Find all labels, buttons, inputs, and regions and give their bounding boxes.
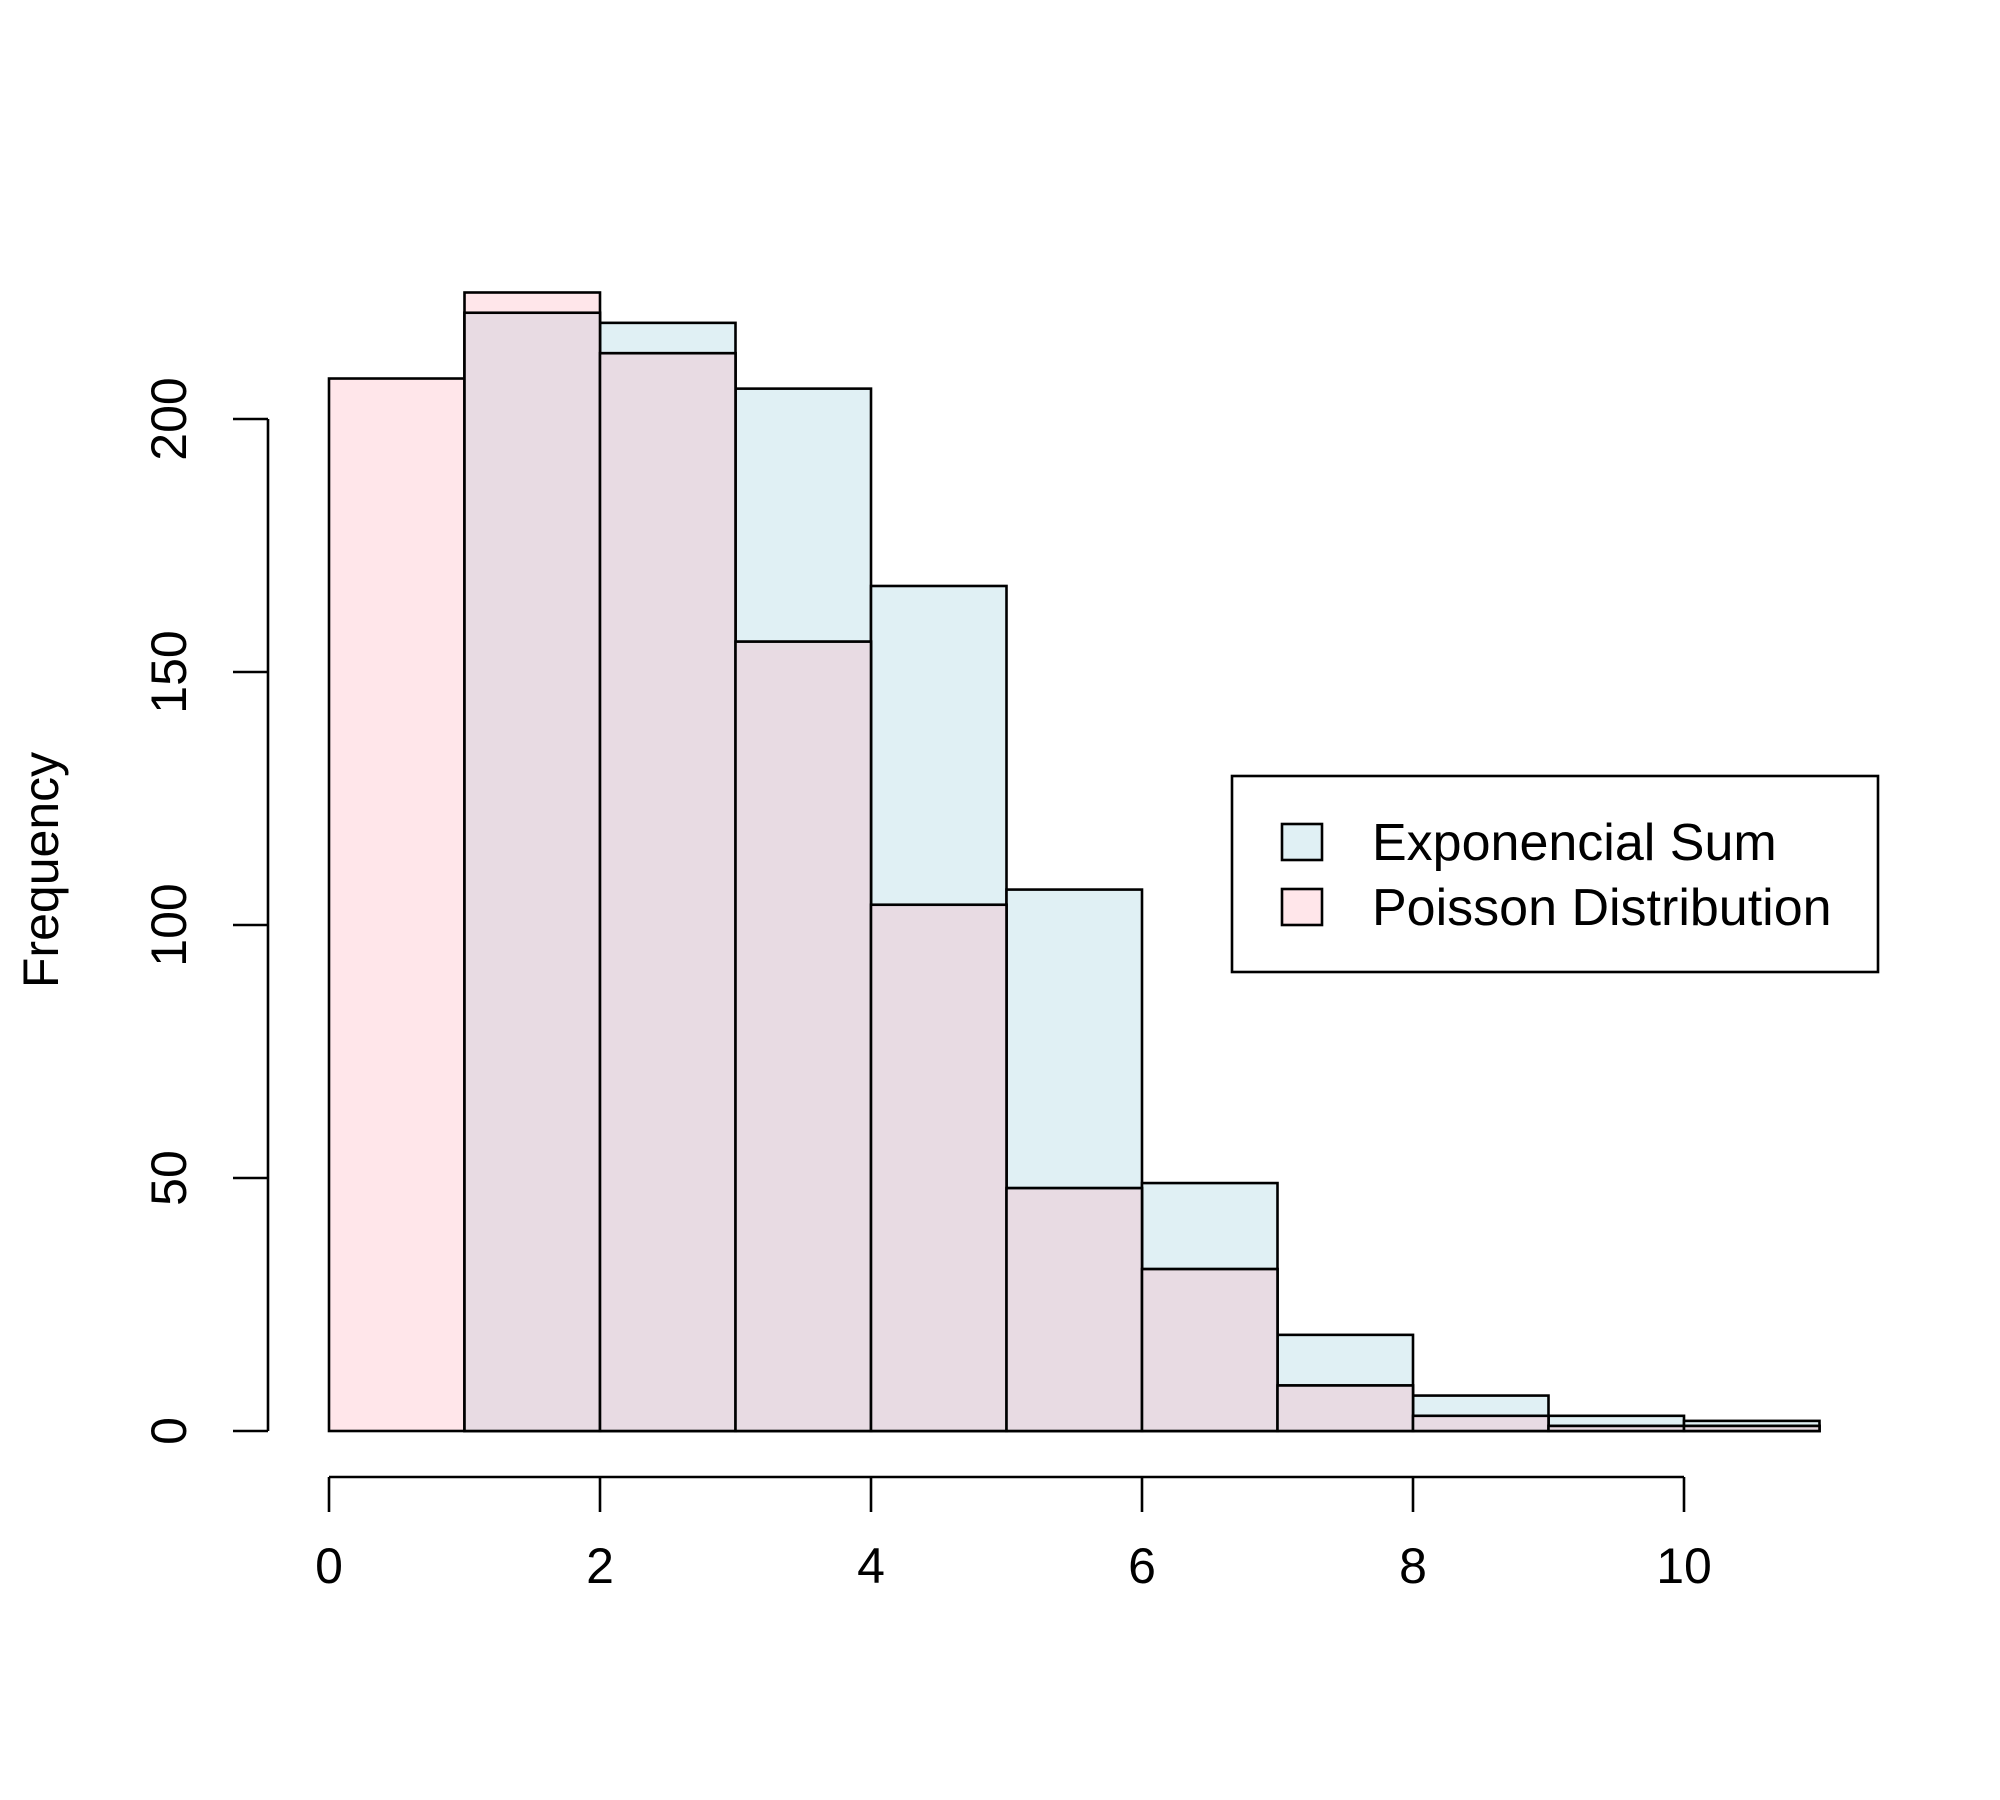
legend-box xyxy=(1230,774,1880,974)
legend: Exponencial Sum Poisson Distribution xyxy=(1230,774,1880,974)
legend-swatch-poisson-distribution xyxy=(1280,887,1324,927)
y-axis: 0 50 100 150 200 xyxy=(141,377,270,1445)
bar-overlap-10 xyxy=(1682,1424,1821,1433)
x-tick-label-10: 10 xyxy=(1656,1538,1712,1594)
bar-overlap-4 xyxy=(869,903,1008,1433)
y-tick-label-100: 100 xyxy=(141,883,197,966)
y-tick-label-0: 0 xyxy=(141,1417,197,1445)
bar-overlap-1 xyxy=(463,311,602,1433)
bar-overlap-2 xyxy=(598,351,737,1433)
bar-overlap-7 xyxy=(1276,1384,1415,1433)
bar-overlap-6 xyxy=(1140,1267,1279,1433)
y-tick-label-200: 200 xyxy=(141,377,197,460)
legend-label-poisson-distribution: Poisson Distribution xyxy=(1372,879,1832,937)
bar-overlap-5 xyxy=(1005,1186,1144,1433)
x-axis: 0 2 4 6 8 10 xyxy=(315,1475,1712,1594)
bar-overlap-8 xyxy=(1411,1414,1550,1433)
x-tick-label-0: 0 xyxy=(315,1538,343,1594)
y-tick-label-50: 50 xyxy=(141,1150,197,1206)
legend-swatch-exponencial-sum xyxy=(1280,822,1324,862)
bar-overlap-9 xyxy=(1547,1424,1686,1433)
y-tick-label-150: 150 xyxy=(141,630,197,713)
x-tick-label-2: 2 xyxy=(586,1538,614,1594)
legend-label-exponencial-sum: Exponencial Sum xyxy=(1372,814,1777,872)
x-tick-label-8: 8 xyxy=(1399,1538,1427,1594)
x-tick-label-6: 6 xyxy=(1128,1538,1156,1594)
y-axis-title: Frequency xyxy=(13,752,69,988)
x-tick-label-4: 4 xyxy=(857,1538,885,1594)
bar-pois-0 xyxy=(327,377,466,1433)
bars-layer xyxy=(327,291,1821,1433)
bar-overlap-3 xyxy=(734,640,873,1433)
